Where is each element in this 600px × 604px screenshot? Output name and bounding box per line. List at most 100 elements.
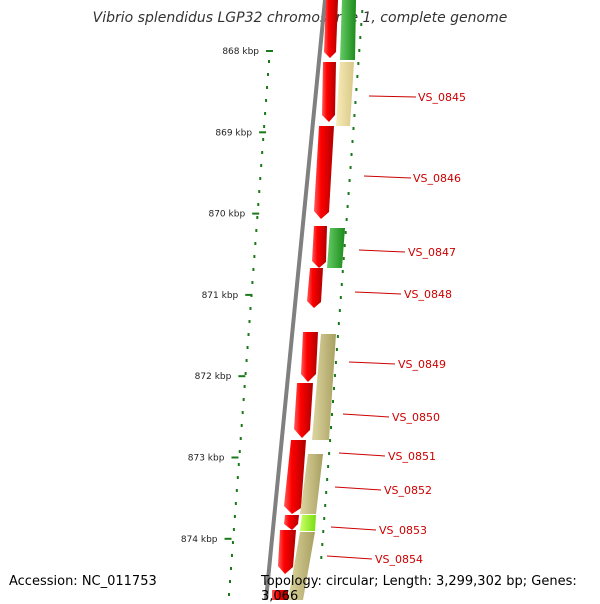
inner-dotted-track	[228, 60, 270, 596]
gene-label-leader	[338, 452, 386, 457]
cds-block[interactable]	[322, 62, 336, 122]
track-dot	[266, 86, 269, 89]
track-dot	[349, 166, 352, 169]
gene-label[interactable]: VS_0852	[384, 484, 432, 497]
gene-block[interactable]	[336, 62, 354, 126]
track-dot	[333, 374, 336, 377]
gene-label-leader	[348, 361, 396, 365]
track-dot	[240, 424, 243, 427]
track-dot	[345, 218, 348, 221]
gene-label[interactable]: VS_0851	[388, 450, 436, 463]
track-dot	[341, 270, 344, 273]
gene-block[interactable]	[312, 334, 336, 440]
ruler-tick	[231, 456, 239, 459]
gene-label-leader	[363, 175, 412, 179]
gene-block[interactable]	[327, 228, 345, 268]
track-dot	[339, 296, 342, 299]
gene-block[interactable]	[300, 515, 316, 531]
track-dot	[265, 99, 268, 102]
track-dot	[253, 255, 256, 258]
ruler-tick	[224, 537, 232, 540]
track-dot	[252, 268, 255, 271]
track-dot	[236, 476, 239, 479]
ruler-tick	[266, 50, 273, 52]
track-dot	[320, 556, 323, 559]
track-dot	[256, 216, 259, 219]
track-dot	[241, 411, 244, 414]
gene-label-leader	[354, 291, 402, 295]
track-dot	[268, 60, 270, 63]
map-title: Vibrio splendidus LGP32 chromosome 1, co…	[92, 10, 508, 26]
gene-label[interactable]: VS_0850	[392, 411, 440, 424]
gene-label-leader	[358, 249, 406, 253]
track-dot	[355, 88, 358, 91]
cds-block[interactable]	[284, 440, 306, 514]
track-dot	[360, 23, 363, 26]
track-dot	[336, 335, 339, 338]
gene-block[interactable]	[340, 0, 356, 60]
outer-dotted-track	[320, 10, 364, 559]
track-dot	[344, 231, 347, 234]
track-dot	[332, 387, 335, 390]
gene-block[interactable]	[300, 454, 323, 514]
ruler: 868 kbp 869 kbp 870 kbp 871 kbp 872 kbp 873 k…	[181, 47, 273, 545]
track-dot	[267, 73, 270, 76]
strand-track	[288, 0, 356, 600]
track-dot	[259, 177, 262, 180]
track-dot	[351, 140, 354, 143]
track-dot	[321, 543, 324, 546]
track-dot	[255, 229, 258, 232]
track-dot	[335, 348, 338, 351]
track-dot	[359, 36, 362, 39]
track-dot	[348, 179, 351, 182]
gene-label[interactable]: VS_0846	[413, 172, 461, 185]
track-dot	[231, 541, 234, 544]
cds-block[interactable]	[324, 0, 338, 58]
track-dot	[324, 504, 327, 507]
track-dot	[260, 164, 263, 167]
gene-label[interactable]: VS_0845	[418, 91, 466, 104]
gene-label-leader	[368, 95, 417, 98]
cds-block[interactable]	[301, 332, 318, 382]
track-dot	[328, 452, 331, 455]
gene-label[interactable]: VS_0848	[404, 288, 452, 301]
track-dot	[244, 372, 247, 375]
ruler-tick	[252, 212, 260, 215]
gene-label[interactable]: VS_0847	[408, 246, 456, 259]
track-dot	[361, 10, 364, 13]
track-dot	[234, 502, 237, 505]
track-dot	[251, 281, 254, 284]
track-dot	[264, 112, 267, 115]
gene-label[interactable]: VS_0853	[379, 524, 427, 537]
track-dot	[352, 127, 355, 130]
gene-block[interactable]	[288, 532, 315, 600]
track-dot	[249, 307, 252, 310]
gene-label[interactable]: VS_0849	[398, 358, 446, 371]
track-dot	[243, 385, 246, 388]
track-dot	[357, 62, 360, 65]
track-dot	[356, 75, 359, 78]
cds-block[interactable]	[278, 530, 296, 574]
track-dot	[326, 478, 329, 481]
track-dot	[257, 203, 260, 206]
cds-block[interactable]	[272, 590, 288, 600]
track-dot	[237, 463, 240, 466]
cds-block[interactable]	[312, 226, 327, 268]
track-dot	[235, 489, 238, 492]
cds-block[interactable]	[314, 126, 334, 219]
gene-label-leader	[326, 555, 373, 560]
cds-block[interactable]	[307, 268, 323, 308]
track-dot	[354, 101, 357, 104]
track-dot	[331, 413, 334, 416]
ruler-tick-label: 869 kbp	[215, 128, 252, 138]
gene-label[interactable]: VS_0854	[375, 553, 423, 566]
track-dot	[342, 257, 345, 260]
track-dot	[229, 567, 232, 570]
ruler-tick-label: 870 kbp	[208, 210, 245, 220]
track-dot	[232, 528, 235, 531]
ruler-tick	[245, 293, 253, 296]
cds-block[interactable]	[294, 383, 313, 438]
cds-block[interactable]	[284, 515, 299, 530]
track-dot	[329, 439, 332, 442]
